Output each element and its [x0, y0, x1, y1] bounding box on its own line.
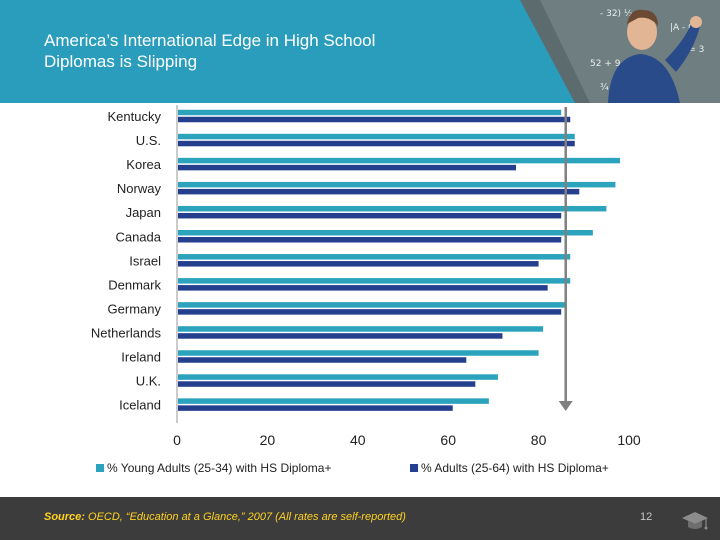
category-label-japan: Japan: [126, 205, 161, 220]
slide-footer: Source: OECD, “Education at a Glance,” 2…: [0, 497, 720, 540]
legend-swatch-adults: [410, 464, 418, 472]
bar-adults-korea: [178, 164, 516, 171]
bar-adults-kentucky: [178, 116, 571, 123]
x-tick-40: 40: [350, 432, 366, 448]
category-label-netherlands: Netherlands: [91, 325, 162, 340]
category-label-canada: Canada: [115, 229, 161, 244]
bar-young-denmark: [178, 278, 571, 284]
legend-label-young: % Young Adults (25-34) with HS Diploma+: [107, 461, 331, 475]
bar-young-canada: [178, 230, 593, 236]
bar-young-u-k: [178, 374, 498, 380]
bar-young-germany: [178, 302, 566, 308]
bar-adults-denmark: [178, 285, 548, 291]
slide-title-line-1: America’s International Edge in High Sch…: [44, 31, 376, 50]
svg-text:- 32) ½: - 32) ½: [600, 9, 633, 19]
bar-young-netherlands: [178, 326, 544, 332]
category-label-iceland: Iceland: [119, 398, 161, 413]
category-label-israel: Israel: [129, 253, 161, 268]
category-label-u-k: U.K.: [136, 374, 161, 389]
x-tick-100: 100: [617, 432, 641, 448]
category-label-ireland: Ireland: [121, 350, 161, 365]
bar-young-japan: [178, 205, 607, 212]
bar-adults-norway: [178, 188, 580, 195]
source-label: Source:: [44, 511, 85, 523]
bar-young-korea: [178, 157, 620, 164]
x-tick-0: 0: [173, 432, 181, 448]
x-tick-20: 20: [260, 432, 276, 448]
legend-swatch-young: [96, 464, 104, 472]
slide-title-line-2: Diplomas is Slipping: [44, 52, 198, 71]
annotation-arrow: [558, 107, 573, 411]
bar-adults-iceland: [178, 405, 453, 411]
bar-young-u-s: [178, 133, 575, 140]
category-label-germany: Germany: [108, 301, 162, 316]
svg-text:|A - 0|: |A - 0|: [670, 23, 697, 33]
legend-label-adults: % Adults (25-64) with HS Diploma+: [421, 461, 609, 475]
page-number: 12: [640, 511, 653, 523]
hs-diploma-bar-chart: Kentucky U.S. Korea Norway Japan Canada Israel…: [91, 105, 641, 475]
bar-adults-u-k: [178, 381, 476, 387]
svg-text:52 + 9: 52 + 9: [590, 59, 621, 69]
source-text: OECD, “Education at a Glance,” 2007 (All…: [84, 511, 406, 523]
category-label-norway: Norway: [117, 181, 162, 196]
category-label-korea: Korea: [126, 157, 161, 172]
x-tick-labels: 0 20 40 60 80 100: [173, 432, 641, 448]
bars-group: [178, 109, 620, 411]
svg-text:x = 3: x = 3: [680, 45, 704, 55]
category-label-u-s: U.S.: [136, 133, 161, 148]
bar-adults-netherlands: [178, 333, 503, 339]
bar-adults-canada: [178, 237, 562, 243]
bar-adults-u-s: [178, 140, 575, 147]
category-label-kentucky: Kentucky: [108, 109, 162, 124]
category-label-denmark: Denmark: [108, 277, 161, 292]
arrow-head: [558, 401, 573, 411]
category-labels: Kentucky U.S. Korea Norway Japan Canada Israel…: [91, 109, 162, 413]
bar-young-iceland: [178, 398, 489, 404]
bar-adults-germany: [178, 309, 562, 315]
bar-young-norway: [178, 181, 616, 188]
bar-young-ireland: [178, 350, 539, 356]
x-tick-80: 80: [531, 432, 547, 448]
bar-young-israel: [178, 254, 571, 260]
bar-adults-ireland: [178, 357, 467, 363]
slide-header: - 32) ½ |A - 0| x = 3 52 + 9 ¾ ½ America…: [0, 0, 720, 103]
chart-legend: % Young Adults (25-34) with HS Diploma+%…: [96, 461, 609, 475]
x-tick-60: 60: [440, 432, 456, 448]
bar-young-kentucky: [178, 109, 562, 116]
slide-title: America’s International Edge in High Sch…: [44, 30, 474, 72]
bar-adults-israel: [178, 261, 539, 267]
teacher-chalkboard-photo: - 32) ½ |A - 0| x = 3 52 + 9 ¾ ½: [480, 0, 720, 103]
bar-adults-japan: [178, 212, 562, 219]
source-citation: Source: OECD, “Education at a Glance,” 2…: [44, 511, 406, 523]
graduation-cap-icon: [682, 512, 708, 530]
